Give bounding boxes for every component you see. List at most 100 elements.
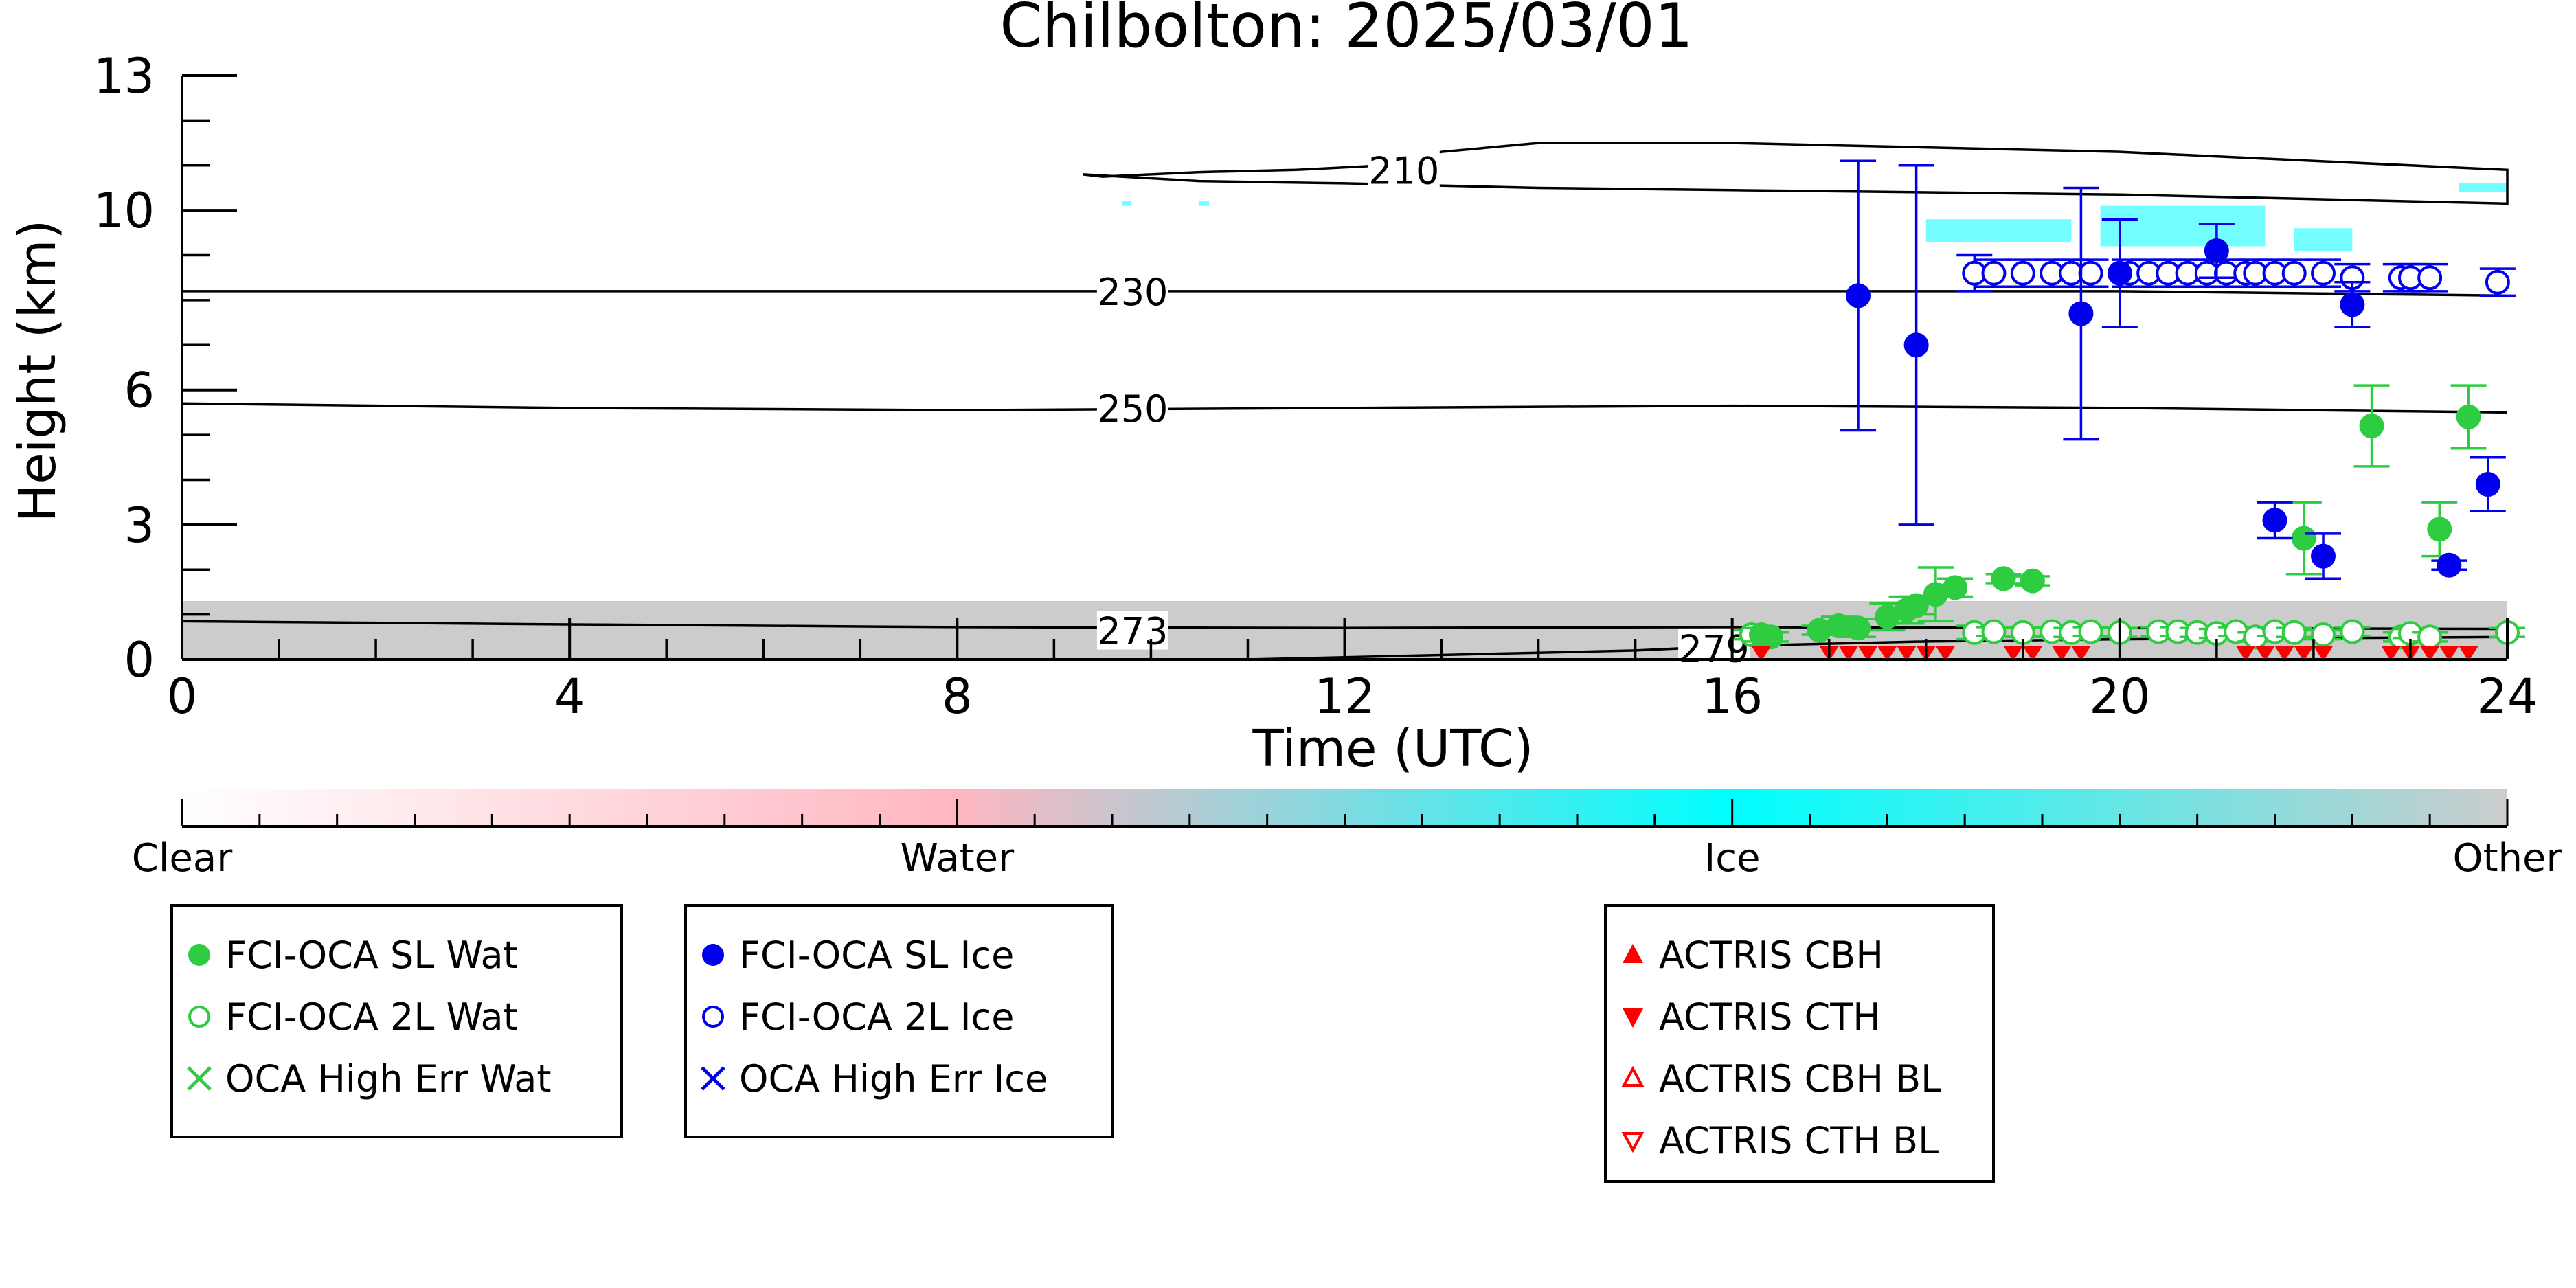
actris-cth-point <box>1935 646 1955 662</box>
sl-ice-point <box>2262 508 2287 533</box>
legend-box <box>170 904 623 1138</box>
x-tick-label: 4 <box>554 668 585 725</box>
legend-label: ACTRIS CTH BL <box>1659 1119 1939 1162</box>
sl-ice-point <box>2068 301 2094 326</box>
actris-cth-point <box>2459 646 2478 662</box>
l2-wat-point <box>2340 619 2365 644</box>
l2-ice-point <box>2281 260 2307 286</box>
contour-label-bg <box>1368 150 1440 190</box>
sl-ice-point <box>2437 552 2462 578</box>
sl-wat-point <box>2020 568 2045 594</box>
colorbar-label: Water <box>901 836 1015 881</box>
contour-250 <box>181 402 2508 414</box>
l2-wat-point <box>2311 622 2336 648</box>
ice-class-patch <box>1122 201 1132 206</box>
actris-cth-point <box>2052 646 2072 662</box>
legend-label: FCI-OCA SL Wat <box>225 934 518 977</box>
sl-wat-point <box>1943 575 1968 600</box>
colorbar-label: Other <box>2452 836 2562 881</box>
legend-label: FCI-OCA SL Ice <box>739 934 1014 977</box>
actris-cth-point <box>2236 646 2256 662</box>
legend-marker-x <box>701 1066 725 1091</box>
l2-wat-point <box>2078 619 2103 644</box>
x-tick-label: 16 <box>1702 668 1763 725</box>
sl-ice-point <box>2107 260 2132 286</box>
l2-ice-point <box>1981 260 2007 286</box>
y-tick-label: 10 <box>93 183 155 239</box>
ice-class-patch <box>2294 228 2353 251</box>
actris-cth-point <box>2294 646 2314 662</box>
actris-cth-point <box>1751 646 1771 662</box>
x-tick-label: 0 <box>167 668 198 725</box>
legend-marker-x <box>187 1066 212 1091</box>
legend-marker-open-triangle-up <box>1621 1065 1645 1087</box>
l2-wat-point <box>2417 624 2443 650</box>
actris-cth-point <box>2022 646 2042 662</box>
contour-label-273: 273 <box>1097 610 1168 653</box>
legend-marker-open-circle <box>702 1006 724 1028</box>
sl-wat-point <box>2359 414 2384 438</box>
actris-cth-point <box>2274 646 2294 662</box>
sl-wat-point <box>2427 517 2452 542</box>
contour-label-bg <box>1096 388 1168 427</box>
contour-label-250: 250 <box>1097 387 1168 431</box>
y-tick-label: 3 <box>124 497 155 554</box>
actris-cth-point <box>1858 646 1878 662</box>
actris-cth-point <box>2439 646 2459 662</box>
l2-ice-point <box>2010 260 2035 286</box>
sl-ice-point <box>1846 283 1871 308</box>
legend-marker-filled-circle <box>702 944 724 966</box>
legend-label: OCA High Err Wat <box>225 1057 552 1100</box>
x-tick-label: 20 <box>2089 668 2150 725</box>
contour-label-bg <box>1096 271 1168 310</box>
x-tick-label: 24 <box>2476 668 2538 725</box>
actris-cth-point <box>2420 646 2440 662</box>
sl-wat-point <box>1991 566 2016 591</box>
y-axis-label: Height (km) <box>8 220 67 523</box>
ice-class-patch <box>2100 205 2266 247</box>
actris-cth-point <box>2003 646 2023 662</box>
legend-marker-triangle-down <box>1623 1008 1643 1028</box>
sl-ice-point <box>1903 332 1929 358</box>
contour-210 <box>1083 142 2509 205</box>
y-tick-label: 13 <box>93 48 155 104</box>
x-tick-label: 8 <box>942 668 973 725</box>
actris-cth-point <box>1897 646 1917 662</box>
contour-label-210: 210 <box>1368 149 1439 192</box>
actris-cth-point <box>1877 646 1897 662</box>
sl-wat-point <box>1759 624 1784 650</box>
ice-class-patch <box>1199 201 1210 206</box>
legend-label: OCA High Err Ice <box>739 1057 1048 1100</box>
l2-wat-point <box>1981 619 2007 644</box>
actris-cth-point <box>2071 646 2091 662</box>
contour-label-279: 279 <box>1679 628 1750 671</box>
sl-wat-point <box>1846 615 1871 641</box>
l2-wat-point <box>2281 620 2307 645</box>
contour-230 <box>182 290 2508 297</box>
actris-cth-point <box>2255 646 2275 662</box>
sl-ice-point <box>2340 292 2365 317</box>
sl-ice-point <box>2204 238 2229 263</box>
sl-ice-point <box>2475 472 2500 497</box>
l2-ice-point <box>2485 269 2510 295</box>
contour-label-bg <box>1678 629 1750 668</box>
y-tick-label: 0 <box>124 632 155 688</box>
sl-wat-point <box>2456 404 2481 429</box>
legend-label: FCI-OCA 2L Wat <box>225 995 518 1039</box>
legend-marker-triangle-up <box>1623 944 1643 963</box>
actris-cth-point <box>1838 646 1858 662</box>
sl-ice-point <box>2311 543 2336 569</box>
x-axis-label: Time (UTC) <box>1252 719 1533 778</box>
legend-label: ACTRIS CBH BL <box>1659 1057 1941 1100</box>
colorbar-label: Ice <box>1704 836 1761 881</box>
legends: FCI-OCA SL Wat FCI-OCA 2L Wat OCA High Err… <box>170 904 1995 1183</box>
sl-wat-point <box>1903 593 1929 618</box>
axes: 0 4 8 12 16 20 24 0 3 6 10 13 <box>93 48 2538 725</box>
colorbar-label: Clear <box>132 836 233 881</box>
legend-box <box>1604 904 1995 1183</box>
ice-class-patch <box>2459 183 2507 192</box>
legend-marker-open-circle <box>188 1006 210 1028</box>
l2-ice-point <box>2078 260 2103 286</box>
actris-cth-point <box>2314 646 2334 662</box>
